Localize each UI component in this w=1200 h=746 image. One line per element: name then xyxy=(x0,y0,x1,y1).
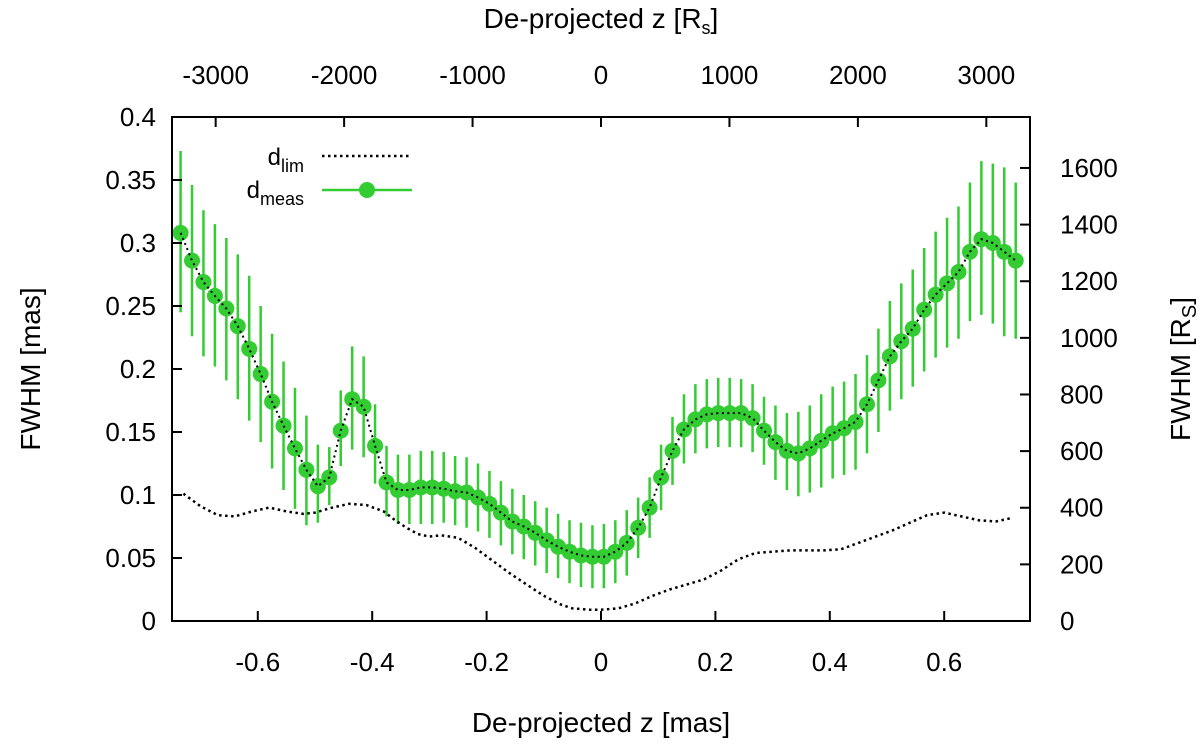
dmeas-point xyxy=(389,481,406,498)
x-tick-label: 0.4 xyxy=(812,647,848,677)
y2-tick-label: 0 xyxy=(1060,606,1074,636)
dmeas-point xyxy=(939,275,956,292)
y-tick-label: 0.2 xyxy=(120,354,156,384)
x2-tick-label: -1000 xyxy=(439,60,506,90)
dmeas-point xyxy=(767,434,784,451)
dmeas-point xyxy=(1007,252,1024,269)
dmeas-point xyxy=(996,243,1013,260)
y-tick-label: 0.25 xyxy=(105,291,156,321)
dmeas-point xyxy=(378,474,395,491)
dmeas-point xyxy=(916,301,933,318)
x-tick-label: 0 xyxy=(594,647,608,677)
dmeas-point xyxy=(252,366,269,383)
dmeas-point xyxy=(641,499,658,516)
dmeas-point xyxy=(275,417,292,434)
y-tick-label: 0.3 xyxy=(120,228,156,258)
dmeas-point xyxy=(527,524,544,541)
y-tick-label: 0.1 xyxy=(120,480,156,510)
dmeas-point xyxy=(481,495,498,512)
y-tick-label: 0.15 xyxy=(105,417,156,447)
dmeas-point xyxy=(904,320,921,337)
legend-swatch-dmeas-point xyxy=(359,182,375,198)
dmeas-series-layer xyxy=(172,224,1024,565)
y-tick-label: 0 xyxy=(142,606,156,636)
dmeas-point xyxy=(630,519,647,536)
y2-tick-label: 1000 xyxy=(1060,323,1118,353)
x2-axis-label: De-projected z [Rs] xyxy=(484,3,719,38)
x-tick-label: -0.2 xyxy=(464,647,509,677)
dmeas-point xyxy=(664,442,681,459)
legend: dlim dmeas xyxy=(247,144,412,209)
x2-tick-label: -3000 xyxy=(182,60,249,90)
dmeas-point xyxy=(355,398,372,415)
dmeas-point xyxy=(950,263,967,280)
dmeas-point xyxy=(801,440,818,457)
x-tick-label: -0.4 xyxy=(350,647,395,677)
legend-label-dlim: dlim xyxy=(268,144,304,176)
y2-tick-label: 400 xyxy=(1060,493,1103,523)
x-tick-label: -0.6 xyxy=(235,647,280,677)
y2-tick-label: 1600 xyxy=(1060,153,1118,183)
tick-layer: -0.6 -0.4 -0.2 0 0.2 0.4 0.6 -3000 -2000 -1000 0 10… xyxy=(105,60,1117,677)
legend-label-dmeas: dmeas xyxy=(247,177,304,209)
dmeas-connector-line xyxy=(179,232,1017,558)
y2-axis-label: FWHM [RS] xyxy=(1165,297,1200,441)
x2-tick-label: 3000 xyxy=(957,60,1015,90)
y-tick-label: 0.35 xyxy=(105,165,156,195)
dmeas-point xyxy=(847,413,864,430)
x-tick-label: 0.2 xyxy=(697,647,733,677)
x2-tick-label: -2000 xyxy=(311,60,378,90)
dmeas-point xyxy=(607,543,624,560)
y2-tick-label: 800 xyxy=(1060,379,1103,409)
dmeas-point xyxy=(881,348,898,365)
y-axis-label: FWHM [mas] xyxy=(15,287,46,450)
x-axis-label: De-projected z [mas] xyxy=(472,707,730,738)
x2-tick-label: 1000 xyxy=(701,60,759,90)
dmeas-point xyxy=(195,274,212,291)
dmeas-point xyxy=(309,478,326,495)
y-tick-label: 0.05 xyxy=(105,543,156,573)
dmeas-point xyxy=(721,405,738,422)
dmeas-point xyxy=(927,286,944,303)
dmeas-point xyxy=(286,440,303,457)
x2-tick-label: 2000 xyxy=(829,60,887,90)
dmeas-point xyxy=(756,422,773,439)
y2-tick-label: 1200 xyxy=(1060,266,1118,296)
y2-tick-label: 200 xyxy=(1060,549,1103,579)
dmeas-point xyxy=(184,252,201,269)
x2-tick-label: 0 xyxy=(594,60,608,90)
dmeas-point xyxy=(241,340,258,357)
error-bars-layer xyxy=(179,151,1017,589)
dmeas-point xyxy=(744,410,761,427)
y2-tick-label: 1400 xyxy=(1060,210,1118,240)
x-tick-label: 0.6 xyxy=(926,647,962,677)
dmeas-point xyxy=(893,333,910,350)
dmeas-point xyxy=(653,469,670,486)
dmeas-point xyxy=(412,479,429,496)
y2-tick-label: 600 xyxy=(1060,436,1103,466)
y-tick-label: 0.4 xyxy=(120,102,156,132)
